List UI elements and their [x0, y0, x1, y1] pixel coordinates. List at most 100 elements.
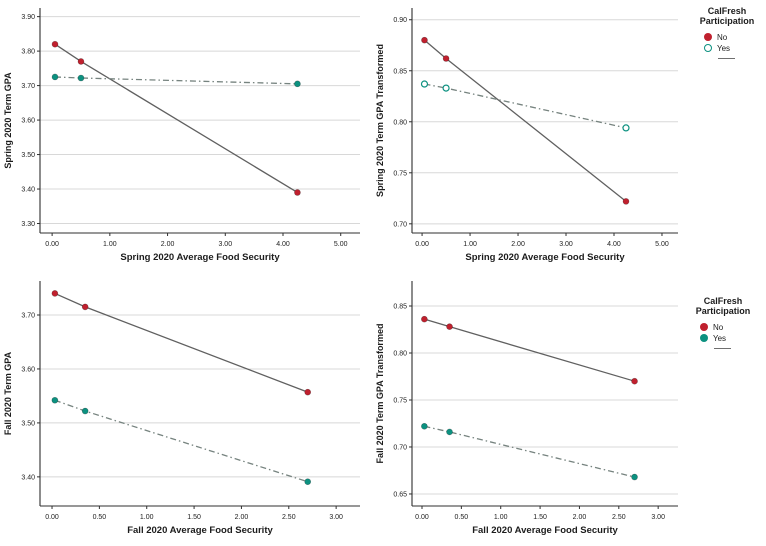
- data-point-yes: [77, 74, 85, 82]
- x-axis-title: Spring 2020 Average Food Security: [120, 252, 280, 263]
- y-tick-label: 3.90: [21, 14, 35, 21]
- y-tick-label: 3.30: [21, 221, 35, 228]
- x-tick-label: 2.50: [612, 514, 626, 521]
- data-point-no: [446, 323, 453, 330]
- no-marker-icon: [704, 33, 712, 42]
- x-tick-label: 0.00: [45, 514, 59, 521]
- y-tick-label: 3.50: [21, 420, 35, 427]
- x-tick-label: 1.00: [463, 241, 477, 248]
- x-axis-title: Fall 2020 Average Food Security: [472, 525, 618, 536]
- y-axis-title: Spring 2020 Term GPA: [3, 72, 13, 169]
- data-point-yes: [442, 84, 450, 92]
- chart-fall-term-gpa: 3.40 3.50 3.60 3.70 0.00 0.50 1.00 1.50 2.00 2.50…: [3, 281, 360, 536]
- x-tick-label: 0.00: [415, 514, 429, 521]
- legend-item-yes: Yes: [700, 333, 760, 344]
- y-tick-label: 3.70: [21, 312, 35, 319]
- legend-calfresh-participation-bottom: CalFresh Participation No Yes: [686, 296, 760, 349]
- y-tick-label: 3.60: [21, 366, 35, 373]
- legend-title-line1: CalFresh: [703, 296, 743, 306]
- legend-item-label: No: [713, 322, 724, 332]
- legend-item-label: Yes: [717, 43, 731, 53]
- legend-items: No Yes: [686, 322, 760, 349]
- y-tick-label: 0.85: [393, 68, 407, 75]
- y-tick-label: 3.60: [21, 118, 35, 125]
- data-point-yes: [294, 80, 301, 88]
- x-tick-label: 2.50: [282, 514, 296, 521]
- y-tick-label: 3.50: [21, 152, 35, 159]
- y-tick-label: 0.70: [393, 444, 407, 451]
- y-tick-label: 0.90: [393, 17, 407, 24]
- yes-open-marker-icon: [704, 44, 712, 53]
- x-tick-label: 0.00: [415, 241, 429, 248]
- fit-line-no: [54, 292, 308, 393]
- chart-spring-term-gpa-transformed: 0.70 0.75 0.80 0.85 0.90 0.00 1.00 2.00 3.00 4.00…: [375, 8, 678, 263]
- data-point-no: [421, 315, 428, 323]
- data-point-no: [51, 290, 59, 297]
- fit-line-yes: [424, 425, 635, 478]
- x-tick-label: 3.00: [559, 241, 573, 248]
- x-tick-label: 1.00: [103, 241, 117, 248]
- x-tick-label: 5.00: [334, 241, 348, 248]
- data-point-yes: [51, 73, 59, 81]
- data-point-no: [442, 55, 450, 62]
- y-axis-title: Fall 2020 Term GPA Transformed: [375, 324, 385, 464]
- data-point-yes: [446, 428, 453, 436]
- x-tick-label: 3.00: [218, 241, 232, 248]
- x-tick-label: 0.50: [455, 514, 469, 521]
- data-point-yes: [304, 478, 312, 486]
- legend-item-no: No: [700, 322, 760, 333]
- fit-line-yes: [54, 399, 308, 483]
- legend-title: CalFresh Participation: [690, 6, 764, 27]
- legend-item-label: Yes: [713, 333, 727, 343]
- data-point-no: [294, 189, 301, 196]
- data-point-no: [421, 36, 428, 44]
- x-tick-label: 1.50: [533, 514, 547, 521]
- data-point-yes: [51, 396, 59, 404]
- x-tick-label: 5.00: [655, 241, 669, 248]
- data-point-yes: [622, 124, 630, 132]
- y-tick-label: 3.40: [21, 474, 35, 481]
- x-tick-label: 0.00: [45, 241, 59, 248]
- chart-spring-term-gpa: 3.30 3.40 3.50 3.60 3.70 3.80 3.90 0.00 1.00 2.00…: [3, 8, 360, 263]
- legend-title-line1: CalFresh: [707, 6, 747, 16]
- data-point-yes: [421, 423, 428, 430]
- x-tick-label: 0.50: [93, 514, 107, 521]
- y-tick-label: 3.40: [21, 187, 35, 194]
- x-tick-label: 3.00: [651, 514, 665, 521]
- data-point-no: [81, 303, 89, 311]
- fit-line-no: [424, 318, 635, 382]
- x-tick-label: 2.00: [573, 514, 587, 521]
- y-tick-label: 0.75: [393, 397, 407, 404]
- x-tick-label: 1.00: [494, 514, 508, 521]
- chart-fall-term-gpa-transformed: 0.65 0.70 0.75 0.80 0.85 0.00 0.50 1.00 1.50 2.00…: [375, 281, 678, 536]
- yes-marker-icon: [700, 334, 708, 343]
- y-tick-label: 0.80: [393, 119, 407, 126]
- y-tick-label: 0.70: [393, 221, 407, 228]
- y-axis-title: Fall 2020 Term GPA: [3, 351, 13, 435]
- y-tick-label: 3.70: [21, 83, 35, 90]
- legend-title: CalFresh Participation: [686, 296, 760, 317]
- y-axis-title: Spring 2020 Term GPA Transformed: [375, 44, 385, 197]
- x-tick-label: 2.00: [235, 514, 249, 521]
- data-point-no: [51, 40, 59, 48]
- x-tick-label: 2.00: [511, 241, 525, 248]
- x-tick-label: 4.00: [276, 241, 290, 248]
- y-tick-label: 0.85: [393, 304, 407, 311]
- legend-title-line2: Participation: [699, 16, 755, 27]
- no-marker-icon: [700, 323, 708, 332]
- data-point-yes: [81, 407, 89, 415]
- fit-line-no: [424, 39, 627, 202]
- legend-item-no: No: [704, 32, 764, 43]
- x-axis-title: Fall 2020 Average Food Security: [127, 525, 273, 536]
- fit-line-yes: [424, 83, 627, 129]
- x-tick-label: 3.00: [329, 514, 343, 521]
- fit-line-swatch-icon: [718, 57, 735, 59]
- x-tick-label: 2.00: [161, 241, 175, 248]
- data-point-no: [77, 58, 85, 65]
- data-point-no: [622, 198, 630, 205]
- legend-calfresh-participation-top: CalFresh Participation No Yes: [690, 6, 764, 59]
- legend-title-line2: Participation: [695, 306, 751, 317]
- x-tick-label: 1.50: [187, 514, 201, 521]
- legend-item-label: No: [717, 32, 728, 42]
- legend-item-yes: Yes: [704, 43, 764, 54]
